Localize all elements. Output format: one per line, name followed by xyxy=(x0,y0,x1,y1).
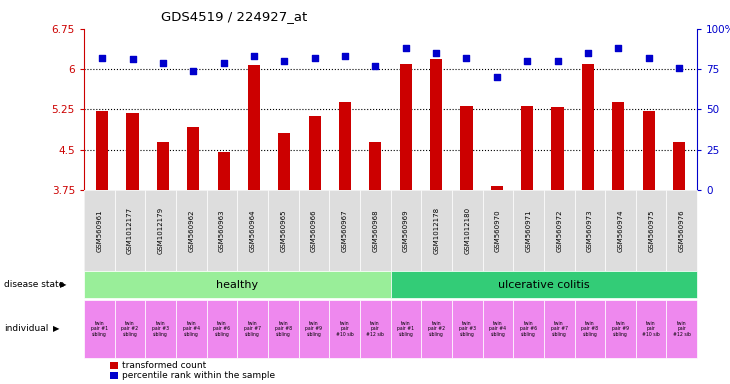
Text: twin
pair #2
sibling: twin pair #2 sibling xyxy=(121,321,139,337)
Text: ulcerative colitis: ulcerative colitis xyxy=(498,280,590,290)
Point xyxy=(400,45,412,51)
Point xyxy=(612,45,624,51)
Point xyxy=(248,53,260,59)
Text: GSM560961: GSM560961 xyxy=(96,209,102,252)
Point xyxy=(369,63,381,69)
Text: GSM560964: GSM560964 xyxy=(250,209,256,252)
Text: GSM1012180: GSM1012180 xyxy=(464,207,470,254)
Text: GSM560972: GSM560972 xyxy=(556,209,562,252)
Bar xyxy=(369,142,382,190)
Bar xyxy=(491,186,503,190)
Text: twin
pair #3
sibling: twin pair #3 sibling xyxy=(458,321,476,337)
Text: GSM1012178: GSM1012178 xyxy=(434,207,439,254)
Text: GSM560966: GSM560966 xyxy=(311,209,317,252)
Text: GSM560965: GSM560965 xyxy=(280,209,286,252)
Text: twin
pair #8
sibling: twin pair #8 sibling xyxy=(581,321,599,337)
Bar xyxy=(309,116,320,190)
Text: twin
pair #2
sibling: twin pair #2 sibling xyxy=(428,321,445,337)
Point xyxy=(188,68,199,74)
Text: twin
pair #6
sibling: twin pair #6 sibling xyxy=(520,321,537,337)
Bar xyxy=(126,113,139,190)
Text: GSM560962: GSM560962 xyxy=(188,209,194,252)
Bar xyxy=(612,103,624,190)
Text: GSM560973: GSM560973 xyxy=(587,209,593,252)
Point xyxy=(491,74,503,80)
Text: GSM560967: GSM560967 xyxy=(342,209,347,252)
Bar xyxy=(339,103,351,190)
Bar xyxy=(673,142,685,190)
Text: GSM1012177: GSM1012177 xyxy=(127,207,133,254)
Text: GSM560969: GSM560969 xyxy=(403,209,409,252)
Bar xyxy=(582,64,594,190)
Point xyxy=(430,50,442,56)
Point xyxy=(642,55,654,61)
Bar xyxy=(157,142,169,190)
Text: GSM560971: GSM560971 xyxy=(526,209,531,252)
Text: GDS4519 / 224927_at: GDS4519 / 224927_at xyxy=(161,10,307,23)
Text: ▶: ▶ xyxy=(53,324,59,333)
Point xyxy=(157,60,169,66)
Point xyxy=(127,56,139,63)
Point xyxy=(582,50,593,56)
Text: twin
pair
#12 sib: twin pair #12 sib xyxy=(673,321,691,337)
Text: twin
pair
#12 sib: twin pair #12 sib xyxy=(366,321,384,337)
Point xyxy=(552,58,564,64)
Bar xyxy=(187,127,199,190)
Text: twin
pair #4
sibling: twin pair #4 sibling xyxy=(182,321,200,337)
Point xyxy=(309,55,320,61)
Text: ▶: ▶ xyxy=(60,280,66,289)
Text: individual: individual xyxy=(4,324,48,333)
Point xyxy=(278,58,290,64)
Bar xyxy=(642,111,655,190)
Bar xyxy=(96,111,108,190)
Text: twin
pair #4
sibling: twin pair #4 sibling xyxy=(489,321,507,337)
Text: healthy: healthy xyxy=(216,280,258,290)
Bar xyxy=(218,152,230,190)
Text: twin
pair #9
sibling: twin pair #9 sibling xyxy=(612,321,629,337)
Text: twin
pair #7
sibling: twin pair #7 sibling xyxy=(550,321,568,337)
Text: GSM560976: GSM560976 xyxy=(679,209,685,252)
Point xyxy=(339,53,351,59)
Point xyxy=(521,58,533,64)
Text: twin
pair #6
sibling: twin pair #6 sibling xyxy=(213,321,231,337)
Text: GSM560974: GSM560974 xyxy=(618,209,623,252)
Bar xyxy=(551,107,564,190)
Text: disease state: disease state xyxy=(4,280,64,289)
Bar xyxy=(461,106,472,190)
Bar xyxy=(278,132,291,190)
Text: GSM560970: GSM560970 xyxy=(495,209,501,252)
Text: twin
pair #9
sibling: twin pair #9 sibling xyxy=(305,321,323,337)
Text: twin
pair
#10 sib: twin pair #10 sib xyxy=(336,321,353,337)
Text: twin
pair #1
sibling: twin pair #1 sibling xyxy=(91,321,108,337)
Text: twin
pair #1
sibling: twin pair #1 sibling xyxy=(397,321,415,337)
Text: transformed count: transformed count xyxy=(122,361,206,370)
Text: percentile rank within the sample: percentile rank within the sample xyxy=(122,371,275,381)
Bar xyxy=(430,60,442,190)
Text: GSM560963: GSM560963 xyxy=(219,209,225,252)
Text: GSM560975: GSM560975 xyxy=(648,209,654,252)
Text: twin
pair #7
sibling: twin pair #7 sibling xyxy=(244,321,261,337)
Point xyxy=(673,65,685,71)
Bar xyxy=(521,106,533,190)
Text: twin
pair #3
sibling: twin pair #3 sibling xyxy=(152,321,169,337)
Point xyxy=(218,60,229,66)
Bar xyxy=(248,65,260,190)
Text: twin
pair #8
sibling: twin pair #8 sibling xyxy=(274,321,292,337)
Text: GSM1012179: GSM1012179 xyxy=(158,207,164,254)
Text: twin
pair
#10 sib: twin pair #10 sib xyxy=(642,321,660,337)
Point xyxy=(461,55,472,61)
Text: GSM560968: GSM560968 xyxy=(372,209,378,252)
Point xyxy=(96,55,108,61)
Bar xyxy=(399,64,412,190)
